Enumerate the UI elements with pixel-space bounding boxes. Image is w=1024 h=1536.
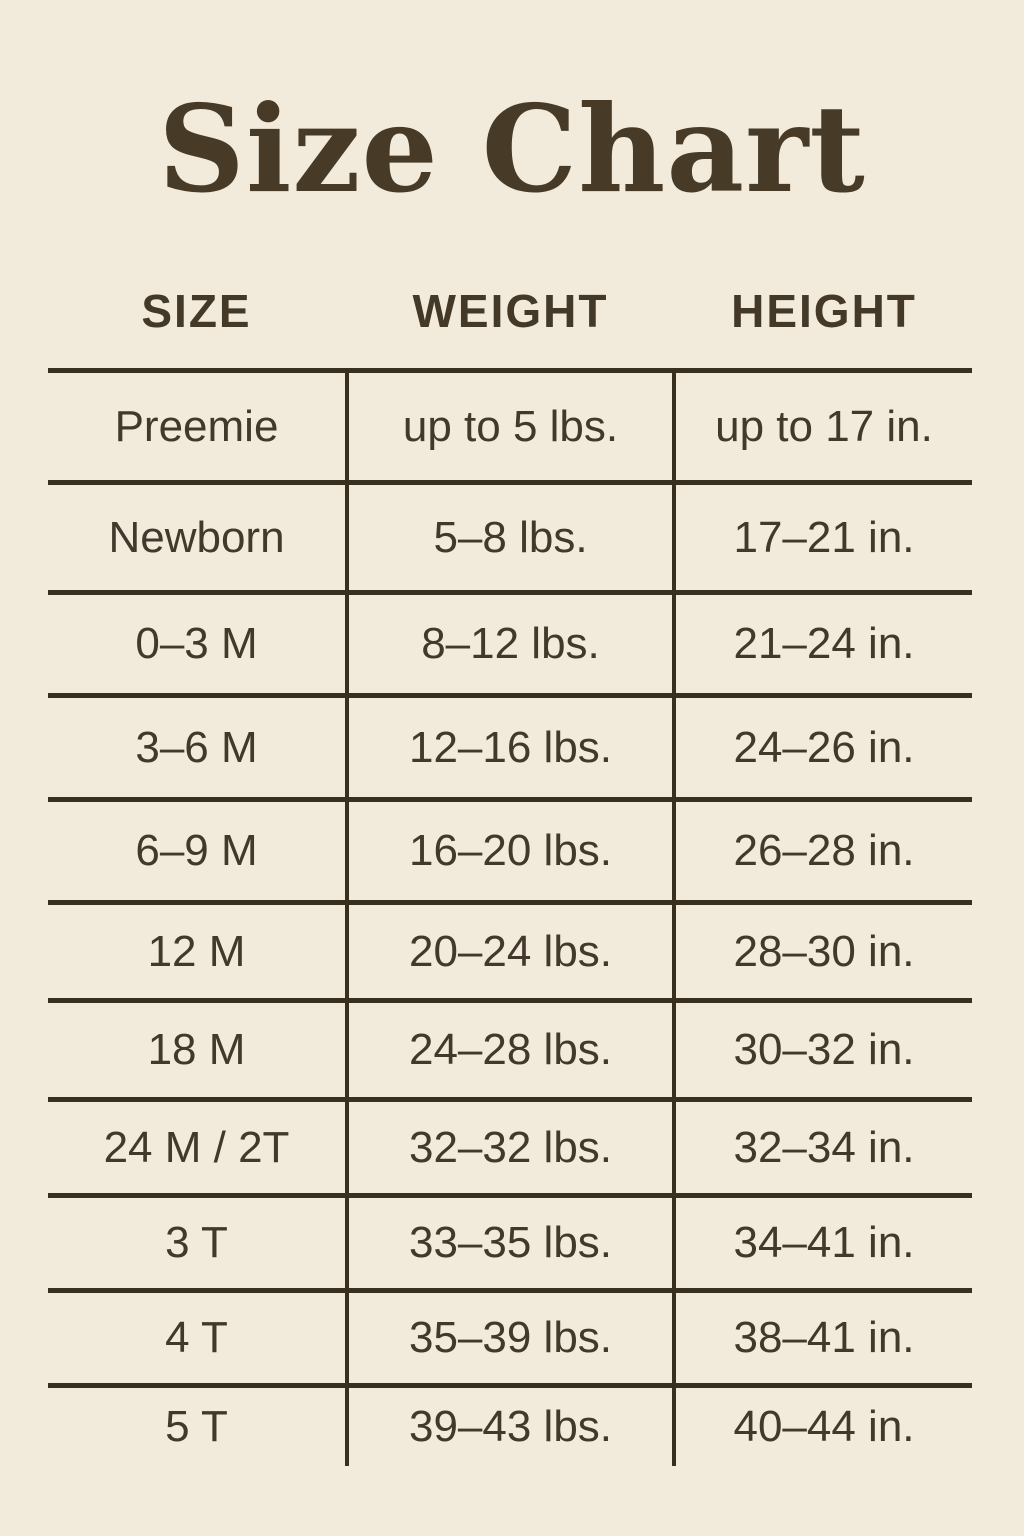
header-cell-size: SIZE [141,285,252,337]
size-cell: 6–9 M [135,826,258,875]
height-cell: 17–21 in. [733,512,915,562]
size-cell: Preemie [114,401,279,451]
table-row: Newborn 5–8 lbs. 17–21 in. [48,480,972,590]
size-cell: Newborn [108,512,285,562]
size-cell: 12 M [147,926,246,976]
weight-cell: 12–16 lbs. [345,698,676,797]
weight-cell: 5–8 lbs. [345,485,676,590]
table-row: 3 T 33–35 lbs. 34–41 in. [48,1193,972,1288]
table-row: 5 T 39–43 lbs. 40–44 in. [48,1383,972,1466]
header-cell-weight: WEIGHT [412,285,609,337]
table-row: Preemie up to 5 lbs. up to 17 in. [48,368,972,480]
weight-cell: up to 5 lbs. [345,373,676,480]
table-row: 4 T 35–39 lbs. 38–41 in. [48,1288,972,1383]
weight-cell: 35–39 lbs. [345,1293,676,1383]
weight-cell: 16–20 lbs. [345,802,676,900]
height-cell: 28–30 in. [733,926,915,976]
table-row: 18 M 24–28 lbs. 30–32 in. [48,998,972,1097]
size-cell: 18 M [147,1025,246,1074]
page-title: Size Chart [158,79,866,220]
weight-cell: 33–35 lbs. [345,1198,676,1288]
weight-cell: 8–12 lbs. [345,595,676,693]
table-header-row: SIZE WEIGHT HEIGHT [48,282,972,340]
weight-cell: 39–43 lbs. [345,1388,676,1466]
height-cell: 32–34 in. [733,1122,915,1172]
weight-cell: 32–32 lbs. [345,1102,676,1193]
size-cell: 5 T [165,1402,228,1451]
table-row: 6–9 M 16–20 lbs. 26–28 in. [48,797,972,900]
height-cell: 40–44 in. [733,1402,915,1451]
size-cell: 0–3 M [135,619,258,668]
size-table: Preemie up to 5 lbs. up to 17 in. Newbor… [48,368,972,1466]
height-cell: 21–24 in. [733,619,915,668]
weight-cell: 20–24 lbs. [345,905,676,998]
height-cell: up to 17 in. [715,401,933,451]
table-row: 12 M 20–24 lbs. 28–30 in. [48,900,972,998]
height-cell: 24–26 in. [733,722,915,772]
table-row: 0–3 M 8–12 lbs. 21–24 in. [48,590,972,693]
size-cell: 4 T [165,1313,228,1362]
height-cell: 38–41 in. [733,1313,915,1362]
weight-cell: 24–28 lbs. [345,1003,676,1097]
size-cell: 3 T [165,1218,228,1267]
size-cell: 24 M / 2T [103,1122,290,1172]
height-cell: 26–28 in. [733,826,915,875]
height-cell: 34–41 in. [733,1218,915,1267]
height-cell: 30–32 in. [733,1025,915,1074]
table-row: 24 M / 2T 32–32 lbs. 32–34 in. [48,1097,972,1193]
size-cell: 3–6 M [135,722,258,772]
header-cell-height: HEIGHT [731,285,917,337]
table-row: 3–6 M 12–16 lbs. 24–26 in. [48,693,972,797]
